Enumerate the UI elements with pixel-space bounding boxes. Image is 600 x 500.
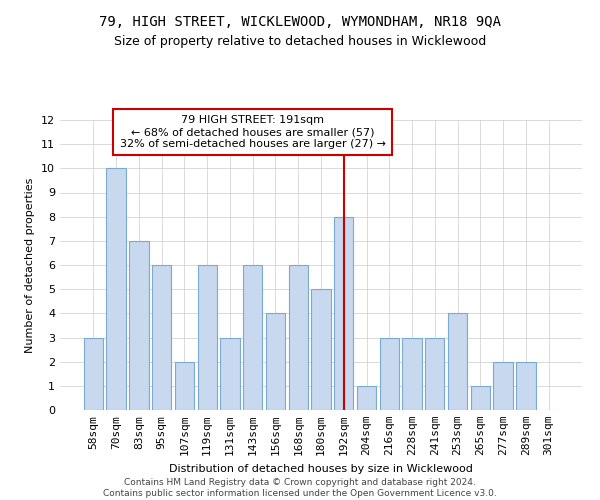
Bar [152, 265, 172, 410]
Bar [106, 168, 126, 410]
Bar [266, 314, 285, 410]
Bar [175, 362, 194, 410]
Text: Size of property relative to detached houses in Wicklewood: Size of property relative to detached ho… [114, 35, 486, 48]
Bar [357, 386, 376, 410]
Bar [220, 338, 239, 410]
Bar [493, 362, 513, 410]
Bar [448, 314, 467, 410]
Bar [311, 289, 331, 410]
Bar [84, 338, 103, 410]
Text: Contains HM Land Registry data © Crown copyright and database right 2024.
Contai: Contains HM Land Registry data © Crown c… [103, 478, 497, 498]
Bar [516, 362, 536, 410]
Bar [380, 338, 399, 410]
Bar [403, 338, 422, 410]
Bar [197, 265, 217, 410]
X-axis label: Distribution of detached houses by size in Wicklewood: Distribution of detached houses by size … [169, 464, 473, 473]
Y-axis label: Number of detached properties: Number of detached properties [25, 178, 35, 352]
Bar [425, 338, 445, 410]
Text: 79 HIGH STREET: 191sqm
← 68% of detached houses are smaller (57)
32% of semi-det: 79 HIGH STREET: 191sqm ← 68% of detached… [120, 116, 386, 148]
Bar [243, 265, 262, 410]
Text: 79, HIGH STREET, WICKLEWOOD, WYMONDHAM, NR18 9QA: 79, HIGH STREET, WICKLEWOOD, WYMONDHAM, … [99, 15, 501, 29]
Bar [129, 241, 149, 410]
Bar [289, 265, 308, 410]
Bar [470, 386, 490, 410]
Bar [334, 216, 353, 410]
